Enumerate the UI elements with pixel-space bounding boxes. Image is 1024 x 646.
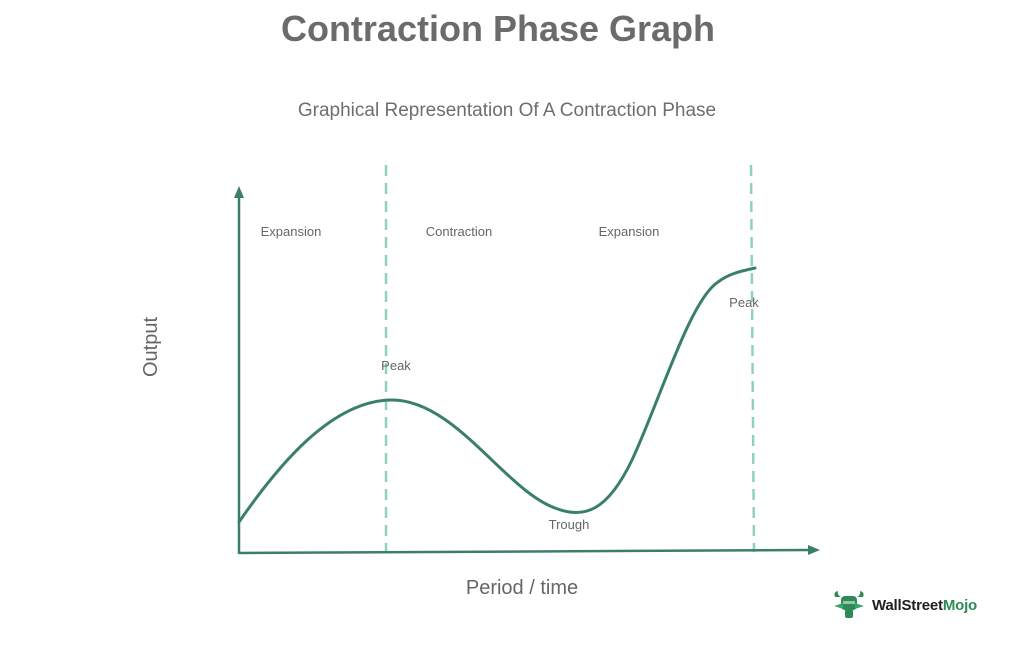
phase-divider-2 (749, 164, 756, 553)
point-label-trough: Trough (549, 517, 590, 532)
x-axis-arrow-icon (808, 545, 820, 555)
phase-label-expansion-1: Expansion (261, 224, 322, 239)
diagram-subtitle: Graphical Representation Of A Contractio… (297, 100, 717, 121)
point-label-peak-1: Peak (381, 358, 411, 373)
point-label-peak-2: Peak (729, 295, 759, 310)
x-axis (238, 548, 811, 555)
phase-label-expansion-2: Expansion (599, 224, 660, 239)
y-axis-arrow-icon (234, 186, 244, 198)
page-title: Contraction Phase Graph (280, 8, 716, 49)
y-axis-label: Output (140, 317, 162, 377)
bull-icon (834, 591, 864, 618)
phase-label-contraction: Contraction (426, 224, 492, 239)
x-axis-label: Period / time (466, 577, 578, 599)
brand-logo: WallStreetMojo (832, 588, 977, 622)
brand-name: WallStreetMojo (872, 596, 978, 614)
business-cycle-curve (237, 266, 757, 524)
